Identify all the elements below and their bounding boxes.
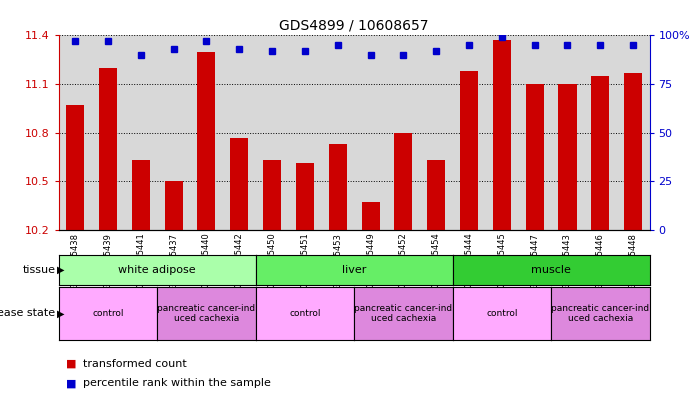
Text: control: control bbox=[92, 309, 124, 318]
Bar bbox=[361, 202, 379, 230]
Bar bbox=[164, 181, 182, 230]
Bar bbox=[354, 35, 387, 230]
Bar bbox=[558, 84, 576, 230]
Bar bbox=[263, 160, 281, 230]
Bar bbox=[616, 35, 650, 230]
Bar bbox=[453, 35, 485, 230]
Bar bbox=[190, 35, 223, 230]
Bar bbox=[419, 35, 453, 230]
Text: pancreatic cancer-ind
uced cachexia: pancreatic cancer-ind uced cachexia bbox=[354, 304, 453, 323]
Text: white adipose: white adipose bbox=[118, 265, 196, 275]
Bar bbox=[460, 71, 478, 230]
Text: control: control bbox=[486, 309, 518, 318]
Bar bbox=[526, 84, 544, 230]
Bar bbox=[256, 35, 288, 230]
Bar bbox=[91, 35, 124, 230]
Bar bbox=[59, 35, 91, 230]
Bar bbox=[584, 35, 616, 230]
Text: ■: ■ bbox=[66, 378, 76, 388]
Bar bbox=[518, 35, 551, 230]
Text: tissue: tissue bbox=[22, 265, 55, 275]
Text: muscle: muscle bbox=[531, 265, 571, 275]
Bar bbox=[387, 35, 419, 230]
Text: percentile rank within the sample: percentile rank within the sample bbox=[83, 378, 271, 388]
Bar bbox=[493, 40, 511, 230]
Bar bbox=[132, 160, 150, 230]
Bar bbox=[624, 73, 642, 230]
Bar bbox=[198, 51, 216, 230]
Text: transformed count: transformed count bbox=[83, 358, 187, 369]
Text: liver: liver bbox=[342, 265, 366, 275]
Text: ▶: ▶ bbox=[57, 309, 65, 318]
Bar bbox=[124, 35, 157, 230]
Title: GDS4899 / 10608657: GDS4899 / 10608657 bbox=[279, 19, 429, 33]
Text: control: control bbox=[289, 309, 321, 318]
Bar bbox=[329, 144, 347, 230]
Text: ■: ■ bbox=[66, 358, 76, 369]
Bar bbox=[223, 35, 256, 230]
Text: pancreatic cancer-ind
uced cachexia: pancreatic cancer-ind uced cachexia bbox=[158, 304, 256, 323]
Bar bbox=[395, 132, 413, 230]
Bar bbox=[551, 35, 584, 230]
Bar bbox=[99, 68, 117, 230]
Bar bbox=[296, 163, 314, 230]
Text: ▶: ▶ bbox=[57, 265, 65, 275]
Bar bbox=[288, 35, 321, 230]
Bar bbox=[591, 76, 609, 230]
Bar bbox=[157, 35, 190, 230]
Bar bbox=[66, 105, 84, 230]
Text: pancreatic cancer-ind
uced cachexia: pancreatic cancer-ind uced cachexia bbox=[551, 304, 650, 323]
Bar bbox=[427, 160, 445, 230]
Text: disease state: disease state bbox=[0, 309, 55, 318]
Bar bbox=[230, 138, 248, 230]
Bar bbox=[321, 35, 354, 230]
Bar bbox=[485, 35, 518, 230]
